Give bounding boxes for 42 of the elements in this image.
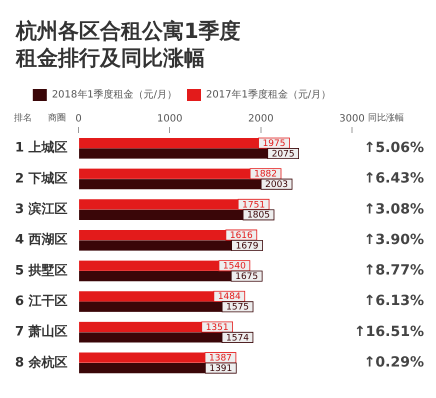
y-tick-label: 3 滨江区 xyxy=(14,200,68,217)
text: ↑5.06% xyxy=(364,140,424,156)
y-tick-label: 8 余杭区 xyxy=(14,354,68,370)
data-label: 1540 xyxy=(222,261,246,272)
y-tick-label: 6 江干区 xyxy=(14,294,68,309)
text: ↑3.90% xyxy=(364,232,424,248)
data-label: 1805 xyxy=(247,210,270,220)
text: ↑3.08% xyxy=(364,200,424,217)
legend-label: 2018年1季度租金（元/月） xyxy=(52,88,178,100)
y-tick-label: 5 拱墅区 xyxy=(14,262,68,278)
y-tick-label: 4 西湖区 xyxy=(14,232,68,248)
data-label: 2075 xyxy=(272,148,295,159)
chart-title: 杭州各区合租公寓1季度租金排行及同比涨幅 xyxy=(14,18,242,72)
x-tick-label: 3000 xyxy=(339,113,365,124)
text: ↑0.29% xyxy=(364,354,424,370)
data-label: 1387 xyxy=(208,353,232,364)
data-label: 1675 xyxy=(235,272,258,282)
x-tick-label: 0 xyxy=(75,113,82,124)
y-tick-label: 2 下城区 xyxy=(14,170,68,186)
x-tick-label: 1000 xyxy=(156,113,182,124)
text: 同比涨幅 xyxy=(368,112,404,123)
data-label: 1975 xyxy=(262,138,286,149)
data-label: 1882 xyxy=(254,169,278,180)
text: 商圈 xyxy=(48,112,66,123)
text: ↑8.77% xyxy=(364,262,424,278)
data-label: 1616 xyxy=(230,230,254,240)
data-label: 1575 xyxy=(226,302,250,312)
text: ↑6.13% xyxy=(364,292,424,309)
y-tick-label: 7 萧山区 xyxy=(14,324,68,340)
text: ↑6.43% xyxy=(364,170,424,186)
x-tick-label: 2000 xyxy=(248,113,274,124)
data-label: 1351 xyxy=(206,322,229,332)
text: ↑16.51% xyxy=(354,323,424,340)
y-tick-label: 1 上城区 xyxy=(14,140,68,156)
data-label: 1574 xyxy=(226,332,250,343)
text: 排名 xyxy=(14,112,32,123)
data-label: 1679 xyxy=(236,240,259,251)
data-label: 1391 xyxy=(209,364,232,374)
data-label: 1751 xyxy=(242,200,266,210)
data-label: 1484 xyxy=(218,292,242,302)
legend-label: 2017年1季度租金（元/月） xyxy=(206,88,332,100)
data-label: 2003 xyxy=(265,180,288,190)
